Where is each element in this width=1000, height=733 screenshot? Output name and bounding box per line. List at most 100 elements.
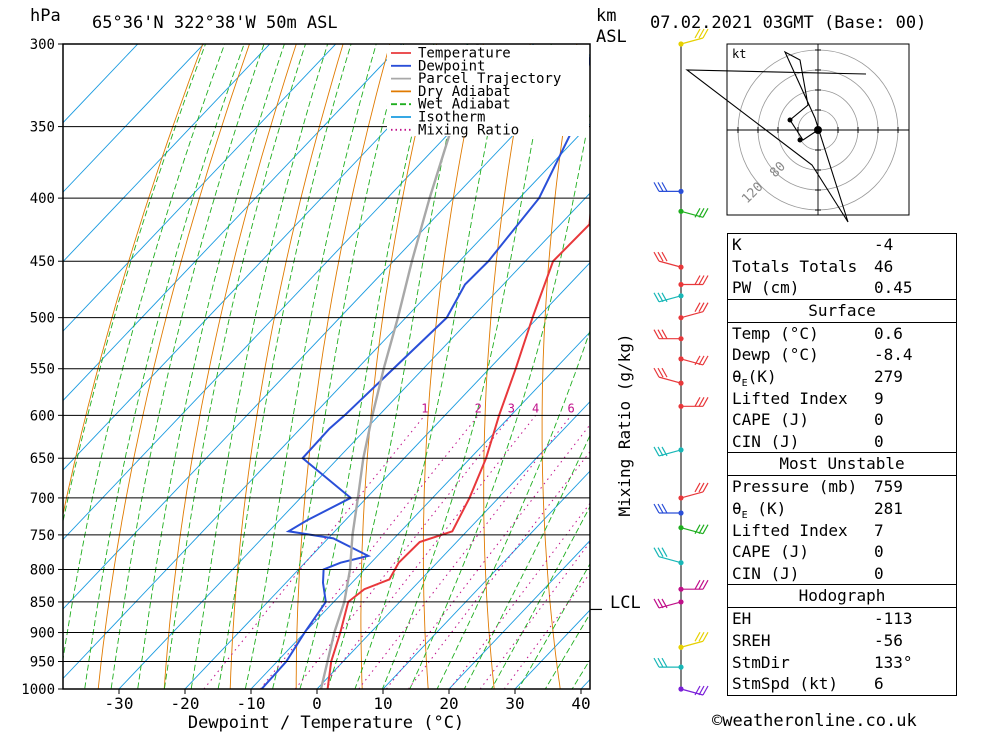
pressure-tick-label: 500 [30,311,55,327]
wind-barb-feather [698,579,705,590]
wind-barb-staff [680,640,704,648]
wet-adiabat-line [463,434,590,689]
isotherm-line [448,539,590,689]
wind-barb-feather [698,275,705,285]
mixing-ratio-label: 1 [421,401,428,415]
k-label: K [732,235,742,254]
hodograph-point [797,137,803,143]
wind-barb-feather [702,685,709,696]
isotherm-line [382,470,590,689]
temperature-tick-label: 40 [571,694,590,713]
mu-cin-value: 0 [874,563,884,583]
isotherm-line [184,262,590,689]
wet-adiabat-line [190,44,329,689]
wet-adiabat-line [544,612,590,689]
wind-barb-feather [702,482,709,493]
dry-adiabat-line [229,44,344,689]
lcl-label: LCL [610,593,641,613]
tt-value: 46 [874,256,894,276]
dry-adiabat-line [996,0,1000,715]
temperature-tick-label: -10 [237,694,266,713]
legend-label: Isotherm [418,110,485,126]
wet-adiabat-line [299,44,435,689]
isotherm-line [118,192,590,689]
wind-barb-feather [657,367,664,378]
dry-adiabat-line [97,44,250,689]
wind-barb-feather [698,208,705,218]
wind-barb-feather [702,302,709,312]
wind-barb-feather [694,275,701,285]
wind-barb-feather [653,329,660,339]
hodograph-point [787,117,793,123]
wind-barb-feather [661,446,668,457]
pressure-tick-label: 300 [30,37,55,53]
wind-barb-feather [694,208,701,218]
x-axis-title: Dewpoint / Temperature (°C) [188,713,464,733]
legend-label: Temperature [418,46,511,62]
km-label: km [596,6,617,26]
pressure-tick-label: 400 [30,191,55,207]
wind-barb-staff [680,311,704,319]
li-label: Lifted Index [732,388,848,408]
wind-barb-feather [661,292,668,303]
dry-adiabat-line [541,44,578,689]
mixing-ratio-label: 2 [475,401,482,415]
wind-level-dot [678,560,684,566]
mu-theta-value: 281 [874,498,903,518]
wind-barb-staff [680,491,704,499]
isotherm-line [63,44,337,332]
temperature-trace [326,207,590,689]
wet-adiabat-line [63,44,206,524]
temperature-tick-label: 10 [373,694,392,713]
wind-barb-feather [653,446,660,457]
pw-label: PW (cm) [732,278,800,298]
wind-barb-feather [694,524,701,534]
wet-adiabat-line [409,111,590,689]
wind-barb-feather [702,28,709,39]
wind-barb-feather [698,524,705,534]
temperature-tick-label: 20 [439,694,458,713]
parcel-trajectory-trace [319,44,479,689]
wind-barb-staff [658,556,682,564]
isobar-lines [63,43,590,690]
pressure-tick-label: 900 [30,626,55,642]
legend-label: Dewpoint [418,58,485,74]
legend-background [387,45,589,136]
pw-value: 0.45 [874,278,913,298]
wind-level-dot [678,644,684,650]
pressure-tick-label: 750 [30,528,55,544]
mixing-ratio-label: 4 [532,401,539,415]
dry-adiabat-line [163,44,297,689]
wind-barb-feather [657,503,664,514]
wind-barb-feather [653,503,660,514]
tt-label: Totals Totals [732,256,858,276]
wind-barb-feather [694,355,701,366]
wind-barb-feather [657,329,664,339]
cape-label: CAPE (J) [732,410,810,430]
mixing-ratio-line [320,414,537,689]
wind-barb-feather [702,579,709,590]
wind-barb-feather [661,251,668,262]
wind-barb-feather [661,657,668,668]
wind-barb-feather [661,547,668,558]
wind-barb-feather [694,685,701,696]
pressure-tick-label: 850 [30,595,55,611]
background-lines [63,0,1000,715]
wind-barb-feather [698,302,705,312]
cape-value: 0 [874,410,884,430]
mu-pressure-label: Pressure (mb) [732,477,858,497]
eh-label: EH [732,609,752,629]
wet-adiabat-line [354,44,508,689]
wind-barb-feather [698,482,705,493]
pressure-unit-label: hPa [30,6,61,26]
wind-barb-feather [694,28,701,39]
temperature-tick-label: -30 [105,694,134,713]
most-unstable-title: Most Unstable [728,452,956,477]
legend-label: Dry Adiabat [418,84,511,100]
isotherm-line [63,44,403,402]
datetime-title: 07.02.2021 03GMT (Base: 00) [650,13,927,33]
wind-barb-feather [694,397,701,407]
isotherm-line [63,44,205,193]
cin-value: 0 [874,431,884,451]
